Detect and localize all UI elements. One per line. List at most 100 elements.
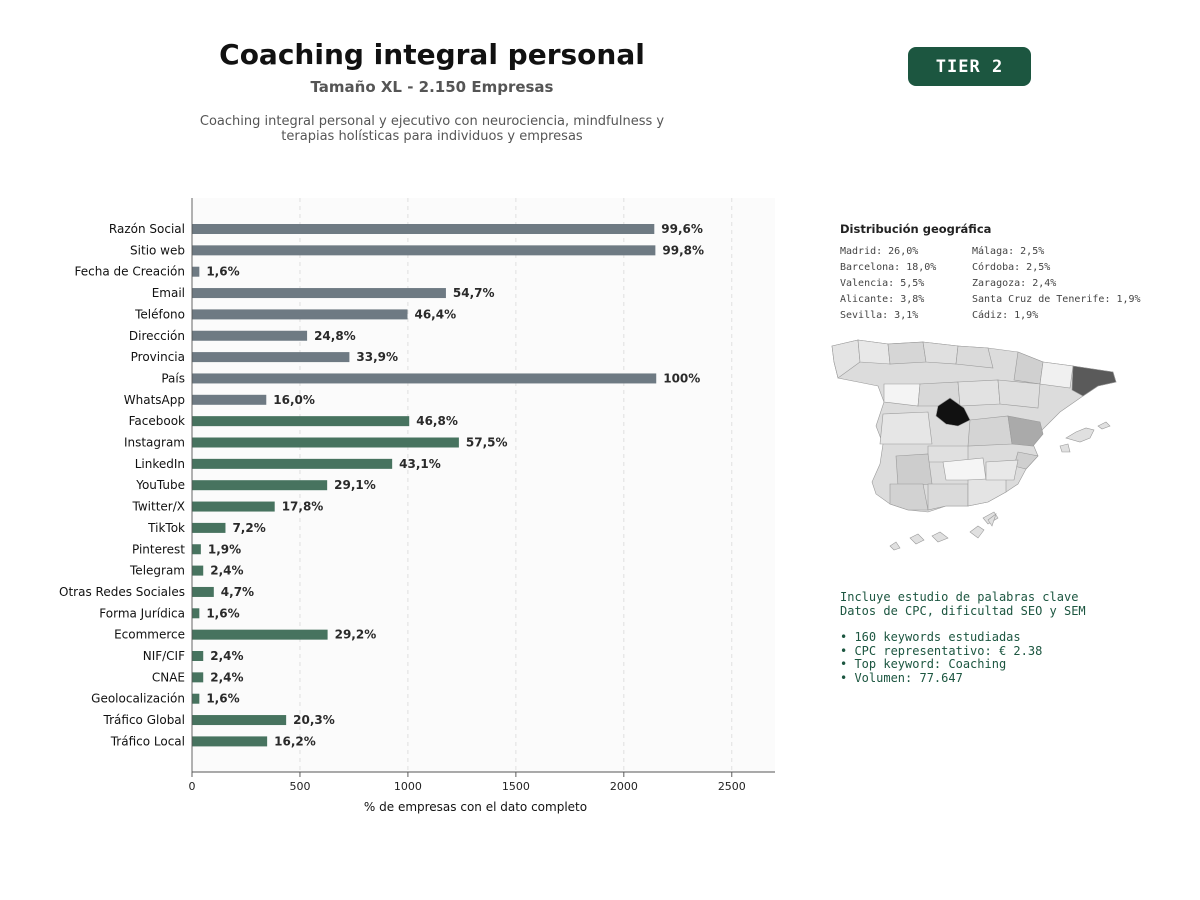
geo-item: Alicante: 3,8% <box>840 294 925 305</box>
category-label: Dirección <box>129 329 185 343</box>
bar <box>192 715 287 726</box>
category-label: Forma Jurídica <box>99 606 185 620</box>
x-tick-label: 500 <box>289 780 310 793</box>
x-tick-label: 2500 <box>718 780 746 793</box>
data-label: 20,3% <box>293 713 335 727</box>
bar <box>192 224 655 234</box>
category-label: CNAE <box>152 670 185 684</box>
category-label: Tráfico Global <box>103 713 185 727</box>
bar <box>192 373 657 384</box>
x-tick-label: 1000 <box>394 780 422 793</box>
category-label: LinkedIn <box>135 457 185 471</box>
bar <box>192 416 410 427</box>
bar <box>192 501 275 512</box>
data-label: 1,9% <box>208 542 241 556</box>
bar <box>192 458 393 469</box>
geo-list-right: Málaga: 2,5% Córdoba: 2,5% Zaragoza: 2,4… <box>972 244 1141 324</box>
keyword-bullet: • Top keyword: Coaching <box>840 657 1007 671</box>
category-label: Otras Redes Sociales <box>59 585 185 599</box>
category-label: Tráfico Local <box>110 734 185 748</box>
data-label: 43,1% <box>399 457 441 471</box>
bar <box>192 565 204 576</box>
category-label: Provincia <box>131 350 185 364</box>
page-description: Coaching integral personal y ejecutivo c… <box>182 114 682 144</box>
geo-distribution-title: Distribución geográfica <box>840 222 992 236</box>
category-label: YouTube <box>135 478 185 492</box>
category-label: Facebook <box>129 414 185 428</box>
geo-item: Sevilla: 3,1% <box>840 310 919 321</box>
data-label: 2,4% <box>210 564 243 578</box>
data-label: 24,8% <box>314 329 356 343</box>
keyword-bullet: • CPC representativo: € 2.38 <box>840 643 1043 658</box>
bar <box>192 352 350 363</box>
keywords-panel: Incluye estudio de palabras clave Datos … <box>840 590 1086 685</box>
category-label: Ecommerce <box>114 628 185 642</box>
completeness-bar-chart: 0 500 1000 1500 2000 2500 Razón Social 99,6% Sit… <box>59 198 775 814</box>
bar <box>192 437 459 448</box>
data-label: 57,5% <box>466 436 508 450</box>
x-axis-title: % de empresas con el dato completo <box>364 800 587 814</box>
bar <box>192 309 408 320</box>
data-label: 99,8% <box>662 243 704 257</box>
geo-item: Córdoba: 2,5% <box>972 262 1051 273</box>
data-label: 16,0% <box>273 393 315 407</box>
bar <box>192 288 446 299</box>
bar <box>192 736 268 747</box>
bar <box>192 480 328 491</box>
geo-item: Cádiz: 1,9% <box>972 310 1039 321</box>
bar <box>192 672 204 683</box>
category-label: Geolocalización <box>91 692 185 706</box>
x-tick-label: 1500 <box>502 780 530 793</box>
geo-item: Barcelona: 18,0% <box>840 262 937 273</box>
data-label: 46,8% <box>416 414 458 428</box>
bar <box>192 394 267 405</box>
keywords-line-2: Datos de CPC, dificultad SEO y SEM <box>840 603 1086 618</box>
x-tick-label: 0 <box>189 780 196 793</box>
data-label: 54,7% <box>453 286 495 300</box>
data-label: 4,7% <box>221 585 254 599</box>
data-label: 17,8% <box>282 500 324 514</box>
data-label: 1,6% <box>206 606 239 620</box>
data-label: 2,4% <box>210 670 243 684</box>
data-label: 1,6% <box>206 692 239 706</box>
bar <box>192 266 200 277</box>
keywords-line-1: Incluye estudio de palabras clave <box>840 590 1079 604</box>
bar <box>192 693 200 704</box>
data-label: 16,2% <box>274 734 316 748</box>
category-label: NIF/CIF <box>143 649 185 663</box>
tier-badge: TIER 2 <box>908 47 1031 86</box>
geo-item: Madrid: 26,0% <box>840 246 919 257</box>
bar <box>192 245 656 256</box>
data-label: 46,4% <box>414 307 456 321</box>
bar <box>192 586 214 597</box>
bar <box>192 608 200 619</box>
data-label: 7,2% <box>232 521 265 535</box>
page-title: Coaching integral personal <box>219 38 645 71</box>
geo-item: Zaragoza: 2,4% <box>972 278 1057 289</box>
category-label: Fecha de Creación <box>75 265 185 279</box>
data-label: 2,4% <box>210 649 243 663</box>
data-label: 33,9% <box>356 350 398 364</box>
category-label: WhatsApp <box>124 393 185 407</box>
description-line-1: Coaching integral personal y ejecutivo c… <box>199 114 665 129</box>
category-label: Instagram <box>124 436 185 450</box>
category-label: Sitio web <box>130 243 185 257</box>
data-label: 100% <box>663 371 700 385</box>
category-label: Teléfono <box>134 307 185 321</box>
bar <box>192 330 308 341</box>
keyword-bullet: • Volumen: 77.647 <box>840 670 963 685</box>
keyword-bullet: • 160 keywords estudiadas <box>840 630 1021 644</box>
page-subtitle: Tamaño XL - 2.150 Empresas <box>310 78 554 96</box>
category-label: País <box>161 371 185 385</box>
category-label: Telegram <box>129 564 185 578</box>
geo-list-left: Madrid: 26,0% Barcelona: 18,0% Valencia:… <box>840 244 936 324</box>
x-tick-label: 2000 <box>610 780 638 793</box>
category-label: TikTok <box>147 521 185 535</box>
geo-item: Santa Cruz de Tenerife: 1,9% <box>972 294 1141 305</box>
data-label: 29,1% <box>334 478 376 492</box>
geo-item: Málaga: 2,5% <box>972 246 1045 257</box>
data-label: 29,2% <box>335 628 377 642</box>
category-label: Email <box>152 286 185 300</box>
geo-item: Valencia: 5,5% <box>840 278 925 289</box>
bar <box>192 544 201 555</box>
